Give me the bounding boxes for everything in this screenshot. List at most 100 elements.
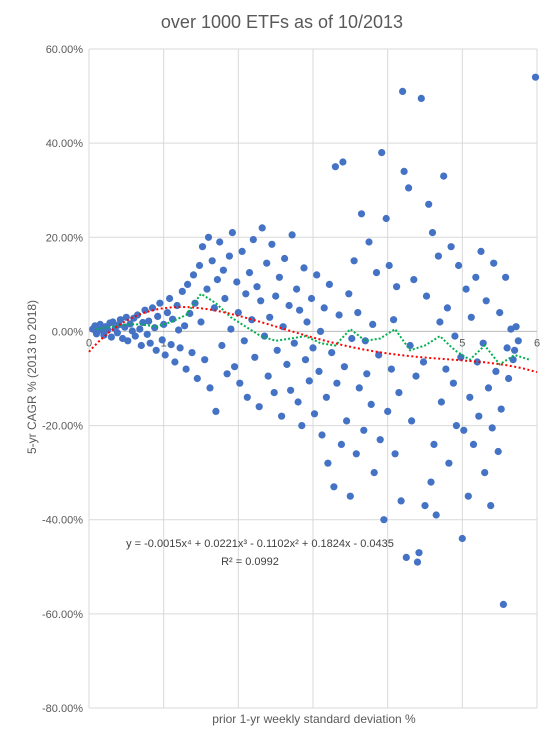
data-point [361,337,369,345]
data-point [402,553,410,562]
data-point [238,247,246,255]
data-point [248,316,256,324]
data-point [393,283,401,291]
data-point [514,337,522,345]
data-point [225,252,233,260]
data-point [257,297,265,305]
data-point [339,158,347,166]
data-point [412,372,420,380]
data-point [148,304,157,312]
data-point [443,304,451,312]
data-point [305,377,313,385]
data-point [219,266,227,274]
data-point [391,450,399,458]
x-axis-label: prior 1-yr weekly standard deviation % [212,712,416,726]
data-point [270,389,278,397]
data-point [340,363,348,371]
data-point [503,344,511,352]
data-point [452,422,460,430]
data-point [348,334,356,343]
data-point [213,276,221,284]
data-point [253,283,261,291]
data-point [494,447,502,456]
data-point [397,497,405,505]
moving-average-line-path [96,292,530,366]
data-point [255,403,263,411]
data-point [458,534,466,543]
data-point [442,365,450,373]
data-point [296,306,304,314]
data-point [92,330,101,338]
data-point [201,356,209,364]
y-tick-label: -40.00% [42,515,83,527]
data-point [421,502,429,510]
data-point [236,379,244,387]
data-point [417,94,425,102]
y-tick-label: -20.00% [42,421,83,433]
data-point [301,356,310,364]
data-point [405,184,413,192]
data-point [447,243,455,251]
data-point [390,316,398,324]
y-tick-label: 60.00% [46,44,84,56]
data-point [385,261,393,270]
data-point [145,317,153,325]
data-point [182,365,190,373]
data-point [143,330,151,338]
data-point [482,297,490,305]
data-point [430,440,438,448]
data-point [425,200,433,208]
data-point [154,312,162,320]
data-point [137,341,145,350]
y-tick-label: 0.00% [52,326,83,338]
data-point [223,370,231,378]
data-point [449,379,457,387]
data-point [315,367,323,375]
data-point [283,360,291,368]
data-point [290,339,298,347]
trendline-r-squared: R² = 0.0992 [221,556,279,568]
data-point [178,287,186,295]
data-point [228,229,236,237]
data-point [512,323,520,331]
data-point [350,257,358,265]
y-axis-tick-labels: 60.00% 40.00% 20.00% 0.00% -20.00% -40.00% -60… [42,44,83,715]
data-point [249,236,257,244]
data-point [203,285,211,293]
data-point [264,372,272,380]
data-point [288,231,296,239]
data-point [378,149,386,157]
data-point [502,273,510,281]
data-point [275,273,283,281]
data-point [475,412,483,420]
moving-average-line [96,292,530,366]
data-point [499,600,507,609]
trendline-equation: y = -0.0015x⁴ + 0.0221x³ - 0.1102x² + 0.… [126,538,394,550]
data-point [467,313,475,321]
data-point [357,210,366,218]
data-point [109,318,117,326]
data-point [328,349,336,357]
data-point [169,315,177,323]
data-point [100,331,108,339]
data-point [310,410,319,418]
y-axis-label: 5-yr CAGR % (2013 to 2018) [25,300,39,454]
data-point [208,257,216,265]
data-point [197,318,205,326]
data-point [464,492,472,500]
data-point [330,483,338,491]
data-point [460,426,468,434]
data-point [318,431,326,439]
data-point [445,459,453,467]
data-point [365,238,373,246]
data-point [287,386,295,394]
data-point [408,417,416,425]
data-point [113,329,121,337]
data-point [243,393,251,401]
data-point [163,309,171,317]
data-point [272,292,280,300]
data-point [333,379,341,387]
data-point [216,238,224,246]
data-point [399,87,407,95]
